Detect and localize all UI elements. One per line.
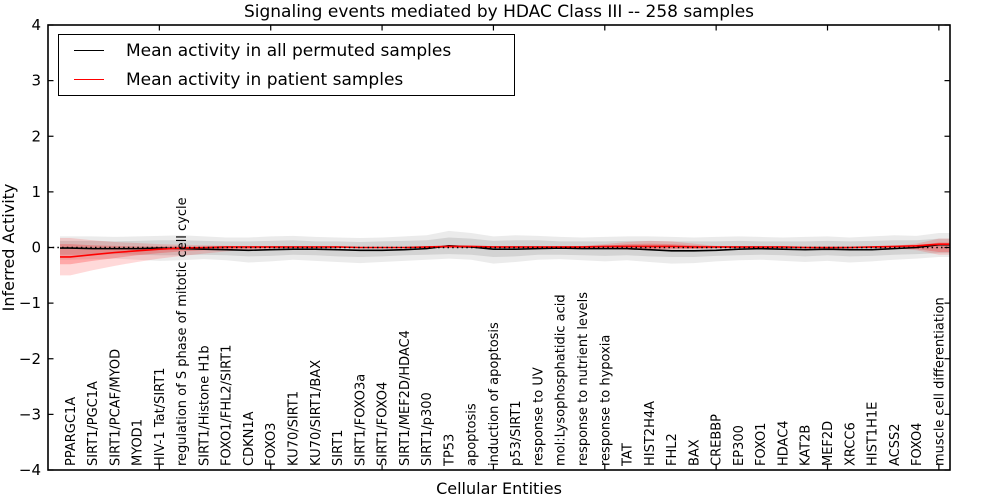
category-label: response to hypoxia (598, 335, 613, 466)
category-label: KU70/SIRT1/BAX (309, 360, 324, 466)
y-tick-label: −2 (19, 350, 41, 368)
category-label: MEF2D (821, 421, 836, 466)
y-tick-label: 1 (31, 183, 41, 201)
category-label: FHL2 (665, 433, 680, 466)
category-label: XRCC6 (843, 422, 858, 466)
y-tick-label: −4 (19, 461, 41, 479)
category-label: apoptosis (465, 403, 480, 466)
legend-item-permuted: Mean activity in all permuted samples (59, 36, 514, 65)
category-label: ACSS2 (888, 423, 903, 466)
legend-label-patient: Mean activity in patient samples (126, 69, 404, 90)
legend-line-sample-patient (74, 79, 104, 80)
category-label: HIST1H1E (866, 402, 881, 466)
category-label: TP53 (442, 434, 457, 467)
category-label: FOXO1 (754, 423, 769, 466)
legend: Mean activity in all permuted samples Me… (58, 34, 515, 96)
category-label: FOXO1/FHL2/SIRT1 (220, 345, 235, 466)
category-label: SIRT1/PCAF/MYOD (108, 349, 123, 466)
y-tick-label: 0 (31, 239, 41, 257)
category-label: SIRT1/p300 (420, 392, 435, 466)
category-label: induction of apoptosis (487, 322, 502, 466)
category-label: KAT2B (799, 425, 814, 466)
y-tick-label: −3 (19, 405, 41, 423)
y-tick-label: 3 (31, 72, 41, 90)
category-label: mol:Lysophosphatidic acid (554, 294, 569, 466)
category-label: SIRT1 (331, 430, 346, 466)
category-label: FOXO3 (264, 423, 279, 466)
category-label: HIST2H4A (643, 401, 658, 466)
y-tick-label: 2 (31, 127, 41, 145)
category-label: PPARGC1A (64, 397, 79, 466)
category-label: BAX (687, 439, 702, 466)
category-label: regulation of S phase of mitotic cell cy… (175, 197, 190, 466)
y-tick-label: −1 (19, 294, 41, 312)
category-label: muscle cell differentiation (932, 297, 947, 466)
category-label: SIRT1/PGC1A (86, 381, 101, 466)
patient-inner-band (60, 242, 950, 265)
category-label: EP300 (732, 425, 747, 466)
category-label: response to UV (531, 367, 546, 466)
category-label: CREBBP (710, 414, 725, 466)
mean-activity-in-all-permuted-samples-line (60, 243, 950, 252)
plot-area: 4 3 2 1 0 −1 −2 −3 −4 PPARGC1A SIRT1/PGC1A SIRT1/PC… (19, 16, 951, 479)
category-label: HIV-1 Tat/SIRT1 (153, 368, 168, 466)
category-label: FOXO4 (910, 423, 925, 466)
category-label: response to nutrient levels (576, 292, 591, 466)
category-label: HDAC4 (776, 420, 791, 466)
category-label: MYOD1 (131, 419, 146, 466)
legend-line-sample-permuted (74, 50, 104, 51)
category-label: p53/SIRT1 (509, 400, 524, 466)
y-tick-label: 4 (31, 16, 41, 34)
x-axis-label: Cellular Entities (436, 479, 562, 498)
category-label: SIRT1/FOXO3a (353, 374, 368, 466)
category-label: SIRT1/Histone H1b (197, 345, 212, 466)
legend-label-permuted: Mean activity in all permuted samples (126, 40, 452, 61)
legend-item-patient: Mean activity in patient samples (59, 65, 514, 94)
category-label: CDKN1A (242, 411, 257, 466)
category-label: KU70/SIRT1 (286, 391, 301, 466)
category-label: TAT (621, 443, 636, 467)
y-axis-label: Inferred Activity (0, 184, 18, 312)
chart-title: Signaling events mediated by HDAC Class … (244, 2, 754, 22)
category-label: SIRT1/FOXO4 (376, 382, 391, 466)
category-label: SIRT1/MEF2D/HDAC4 (398, 330, 413, 466)
